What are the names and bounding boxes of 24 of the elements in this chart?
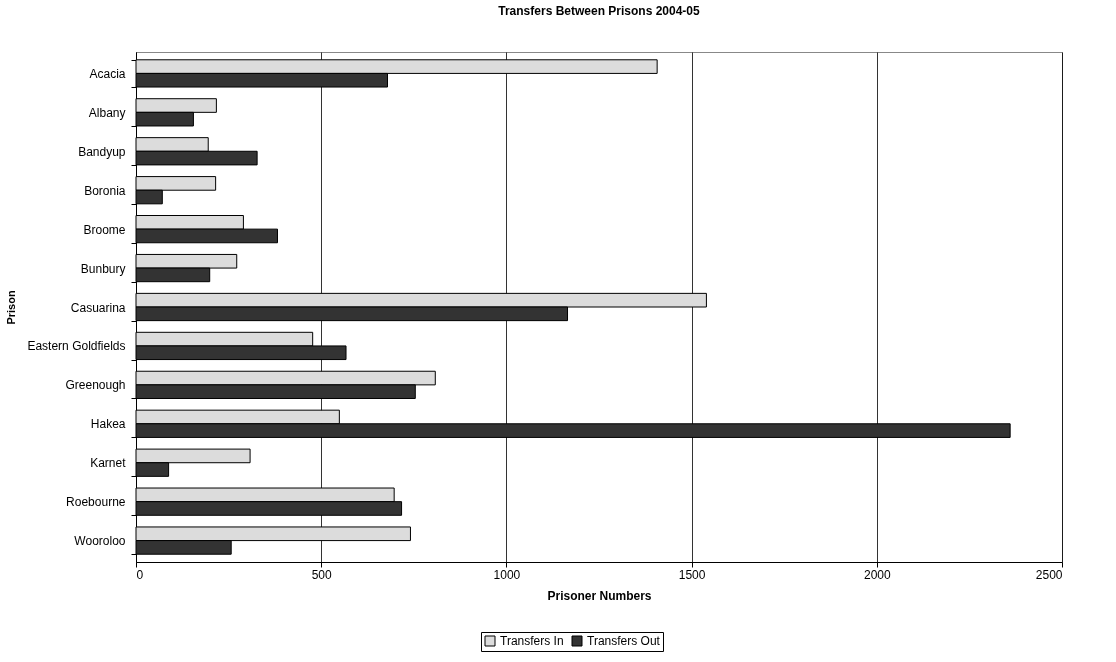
y-axis-title: Prison	[5, 290, 18, 325]
y-tick-label: Bunbury	[80, 261, 126, 276]
chart-title: Transfers Between Prisons 2004-05	[498, 4, 701, 18]
y-tick-label: Karnet	[90, 456, 127, 471]
legend-label: Transfers In	[500, 634, 564, 648]
x-tick-label: 2000	[863, 567, 891, 582]
y-tick-label: Acacia	[89, 66, 126, 81]
y-tick-label: Wooroloo	[74, 534, 126, 549]
y-tick-label: Boronia	[84, 183, 126, 198]
x-tick-label: 2500	[1035, 567, 1063, 582]
y-tick-label: Roebourne	[66, 495, 126, 510]
x-tick-label: 500	[311, 567, 333, 582]
y-tick-label: Casuarina	[70, 300, 126, 315]
y-tick-label: Eastern Goldfields	[27, 339, 126, 354]
x-tick-label: 0	[136, 567, 144, 582]
x-tick-label: 1000	[493, 567, 521, 582]
x-tick-label: 1500	[678, 567, 706, 582]
y-tick-label: Greenough	[65, 378, 126, 393]
y-tick-label: Broome	[83, 222, 126, 237]
y-tick-label: Bandyup	[78, 144, 126, 159]
y-tick-label: Albany	[88, 105, 126, 120]
legend-label: Transfers Out	[587, 634, 661, 648]
y-tick-label: Hakea	[90, 417, 126, 432]
x-axis-title: Prisoner Numbers	[547, 588, 652, 603]
